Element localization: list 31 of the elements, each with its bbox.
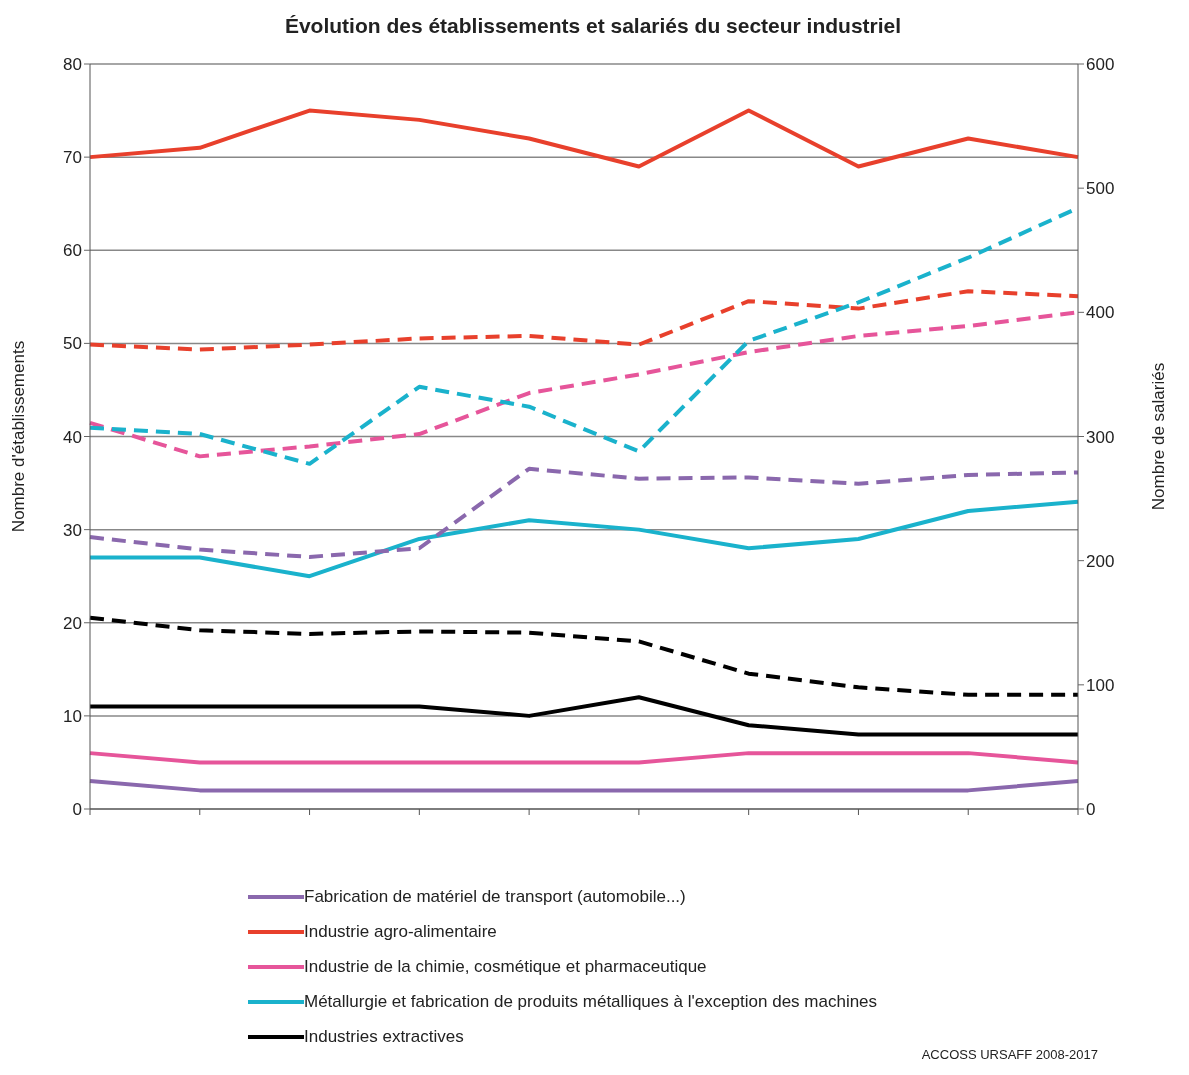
y-tick-label: 10	[63, 706, 82, 726]
chart-title: Évolution des établissements et salariés du secteur industriel	[283, 13, 903, 39]
line-series	[88, 108, 1080, 169]
line-series	[88, 695, 1080, 737]
legend-label: Industries extractives	[304, 1026, 464, 1047]
legend-label: Métallurgie et fabrication de produits métalliques à l'exception des machines	[304, 991, 878, 1012]
y2-tick-label: 600	[1086, 55, 1115, 75]
text: ACCOSS URSAFF 2008-2017	[921, 1047, 1098, 1062]
y2-axis-title: Nombre de salariés	[1149, 362, 1169, 511]
y-axis-title: Nombre d'établissements	[9, 340, 29, 533]
legend-label: Fabrication de matériel de transport (automobile...)	[304, 886, 686, 907]
line-series	[88, 615, 1080, 697]
y-tick-label: 70	[63, 148, 82, 168]
y2-tick-label: 100	[1086, 675, 1115, 695]
y-tick-label: 80	[63, 55, 82, 75]
line-series	[88, 466, 1080, 559]
y-tick-label: 30	[63, 520, 82, 540]
y2-tick-label: 0	[1086, 800, 1096, 820]
y-tick-label: 20	[63, 613, 82, 633]
y-tick-label: 0	[72, 800, 82, 820]
legend-label: Industrie de la chimie, cosmétique et pharmaceutique	[304, 956, 707, 977]
y2-tick-label: 500	[1086, 179, 1115, 199]
legend-label: Industrie agro-alimentaire	[304, 921, 497, 942]
y-tick-label: 50	[63, 334, 82, 354]
y-tick-label: 40	[63, 427, 82, 447]
y-tick-label: 60	[63, 241, 82, 261]
line-series	[88, 289, 1080, 352]
y2-tick-label: 300	[1086, 427, 1115, 447]
line-series	[88, 499, 1080, 579]
y2-tick-label: 400	[1086, 303, 1115, 323]
y2-tick-label: 200	[1086, 551, 1115, 571]
